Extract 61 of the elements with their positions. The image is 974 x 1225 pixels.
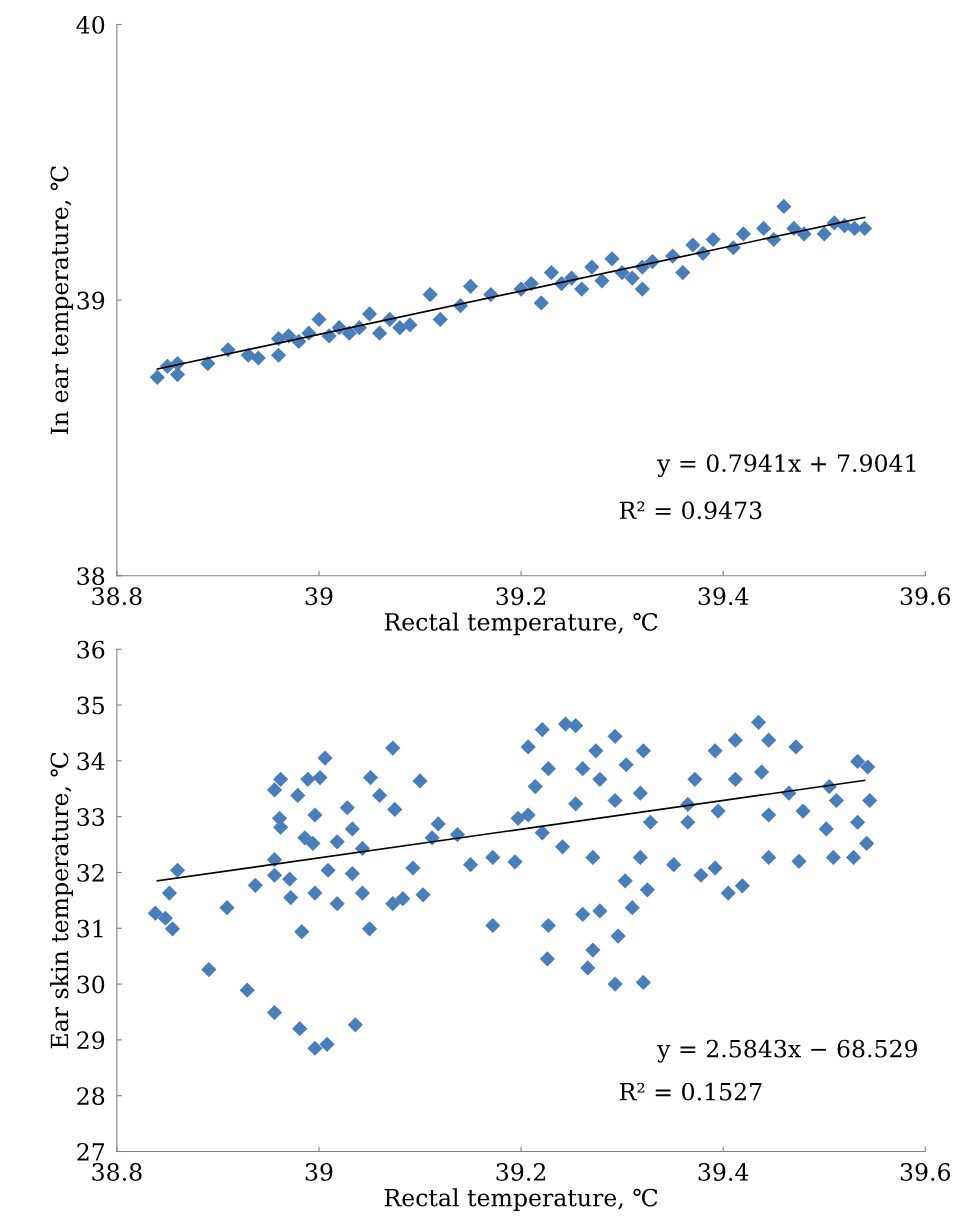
y-tick-label: 36: [77, 640, 105, 659]
annotation: R² = 0.1527: [619, 1082, 762, 1101]
point: [594, 273, 610, 289]
y-tick-label: 39: [77, 291, 105, 310]
y-tick-label: 40: [76, 15, 105, 34]
point: [149, 369, 165, 385]
point: [402, 317, 418, 333]
point: [624, 270, 640, 286]
point: [462, 278, 479, 294]
y-tick-label: 29: [77, 1031, 105, 1050]
x-tick-label: 38.8: [92, 1163, 142, 1181]
point: [200, 355, 216, 372]
point: [422, 287, 438, 303]
point: [543, 264, 560, 281]
x-tick-label: 39.2: [496, 1163, 546, 1181]
x-tick-label: 39.4: [698, 1163, 749, 1181]
y-tick-label: 38: [77, 567, 105, 586]
point: [705, 231, 721, 248]
point: [533, 295, 549, 311]
y-tick-label: 31: [77, 919, 103, 938]
y-axis-title: Ear skin temperature, ℃: [50, 752, 73, 1049]
point: [250, 350, 266, 366]
x-axis-title: Rectal temperature, ℃: [384, 612, 658, 636]
y-axis-title: In ear temperature, ℃: [50, 166, 73, 435]
point: [756, 220, 772, 237]
y-tick-label: 35: [77, 696, 104, 715]
point: [857, 220, 873, 237]
point: [270, 347, 287, 363]
x-tick-label: 39.6: [900, 587, 951, 606]
point: [372, 325, 388, 341]
point: [432, 311, 448, 328]
point: [604, 251, 620, 267]
x-tick-label: 39.2: [496, 587, 546, 606]
point: [786, 220, 802, 237]
point: [584, 259, 600, 275]
point: [685, 237, 701, 253]
annotation: y = 0.7941x + 7.9041: [657, 454, 916, 477]
point: [634, 281, 650, 297]
y-tick-label: 27: [77, 1142, 105, 1161]
y-tick-label: 34: [77, 752, 105, 771]
x-tick-label: 39.6: [900, 1163, 951, 1181]
x-tick-label: 39: [305, 1163, 333, 1181]
point: [816, 226, 832, 242]
y-tick-label: 28: [77, 1087, 105, 1105]
x-tick-label: 39.4: [698, 587, 749, 606]
point: [392, 320, 408, 336]
annotation: y = 2.5843x − 68.529: [657, 1039, 918, 1063]
point: [311, 311, 327, 328]
point: [675, 264, 691, 281]
y-tick-label: 33: [77, 808, 105, 826]
y-tick-label: 32: [77, 863, 104, 882]
x-axis-title: Rectal temperature, ℃: [384, 1188, 658, 1212]
x-tick-label: 39: [305, 587, 333, 606]
point: [523, 275, 539, 292]
y-tick-label: 30: [77, 975, 105, 994]
point: [574, 281, 590, 297]
point: [735, 226, 752, 242]
point: [361, 306, 378, 322]
annotation: R² = 0.9473: [619, 501, 762, 520]
x-tick-label: 38.8: [92, 587, 142, 606]
point: [776, 198, 792, 215]
